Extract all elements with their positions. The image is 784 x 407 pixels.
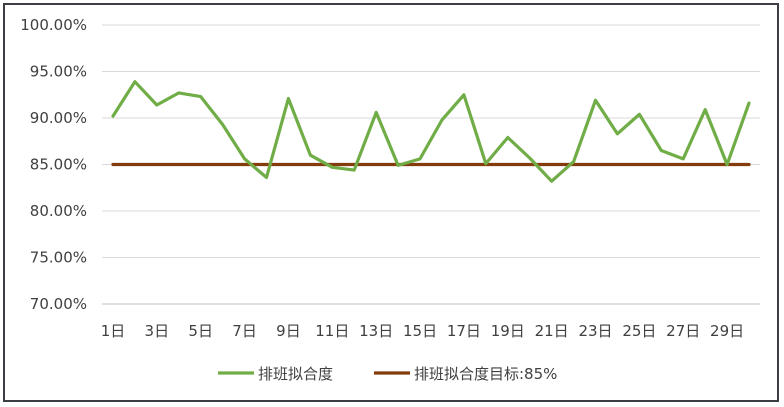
x-tick-label: 9日 [276, 322, 301, 340]
x-axis-ticks: 1日 3日 5日 7日 9日 11日 13日 15日 17日 19日 21日 23日 25日 27日 29日 [101, 303, 760, 340]
y-tick-label: 80.00% [30, 202, 87, 220]
x-tick-label: 27日 [666, 322, 700, 340]
x-tick-label: 23日 [578, 322, 612, 340]
x-tick-label: 5日 [188, 322, 213, 340]
x-tick-label: 15日 [403, 322, 437, 340]
y-tick-label: 85.00% [30, 156, 87, 174]
y-tick-label: 95.00% [30, 63, 87, 81]
x-tick-label: 25日 [622, 322, 656, 340]
x-tick-label: 3日 [145, 322, 170, 340]
series-line-fit [111, 80, 751, 183]
y-tick-label: 100.00% [20, 16, 87, 34]
series-layer [111, 80, 751, 183]
y-tick-label: 90.00% [30, 109, 87, 127]
x-tick-label: 11日 [315, 322, 349, 340]
legend-item-fit-label: 排班拟合度 [258, 365, 333, 383]
legend-item-target-label: 排班拟合度目标:85% [414, 365, 557, 383]
x-tick-label: 17日 [447, 322, 481, 340]
chart-frame [3, 3, 779, 402]
x-tick-label: 29日 [710, 322, 744, 340]
y-axis-ticks: 100.00% 95.00% 90.00% 85.00% 80.00% 75.00% 70.… [20, 16, 87, 313]
x-tick-label: 1日 [101, 322, 126, 340]
x-tick-label: 13日 [359, 322, 393, 340]
x-tick-label: 7日 [232, 322, 257, 340]
y-tick-label: 75.00% [30, 249, 87, 267]
legend: 排班拟合度 排班拟合度目标:85% [218, 365, 557, 383]
x-tick-label: 21日 [535, 322, 569, 340]
x-tick-label: 19日 [491, 322, 525, 340]
y-tick-label: 70.00% [30, 295, 87, 313]
